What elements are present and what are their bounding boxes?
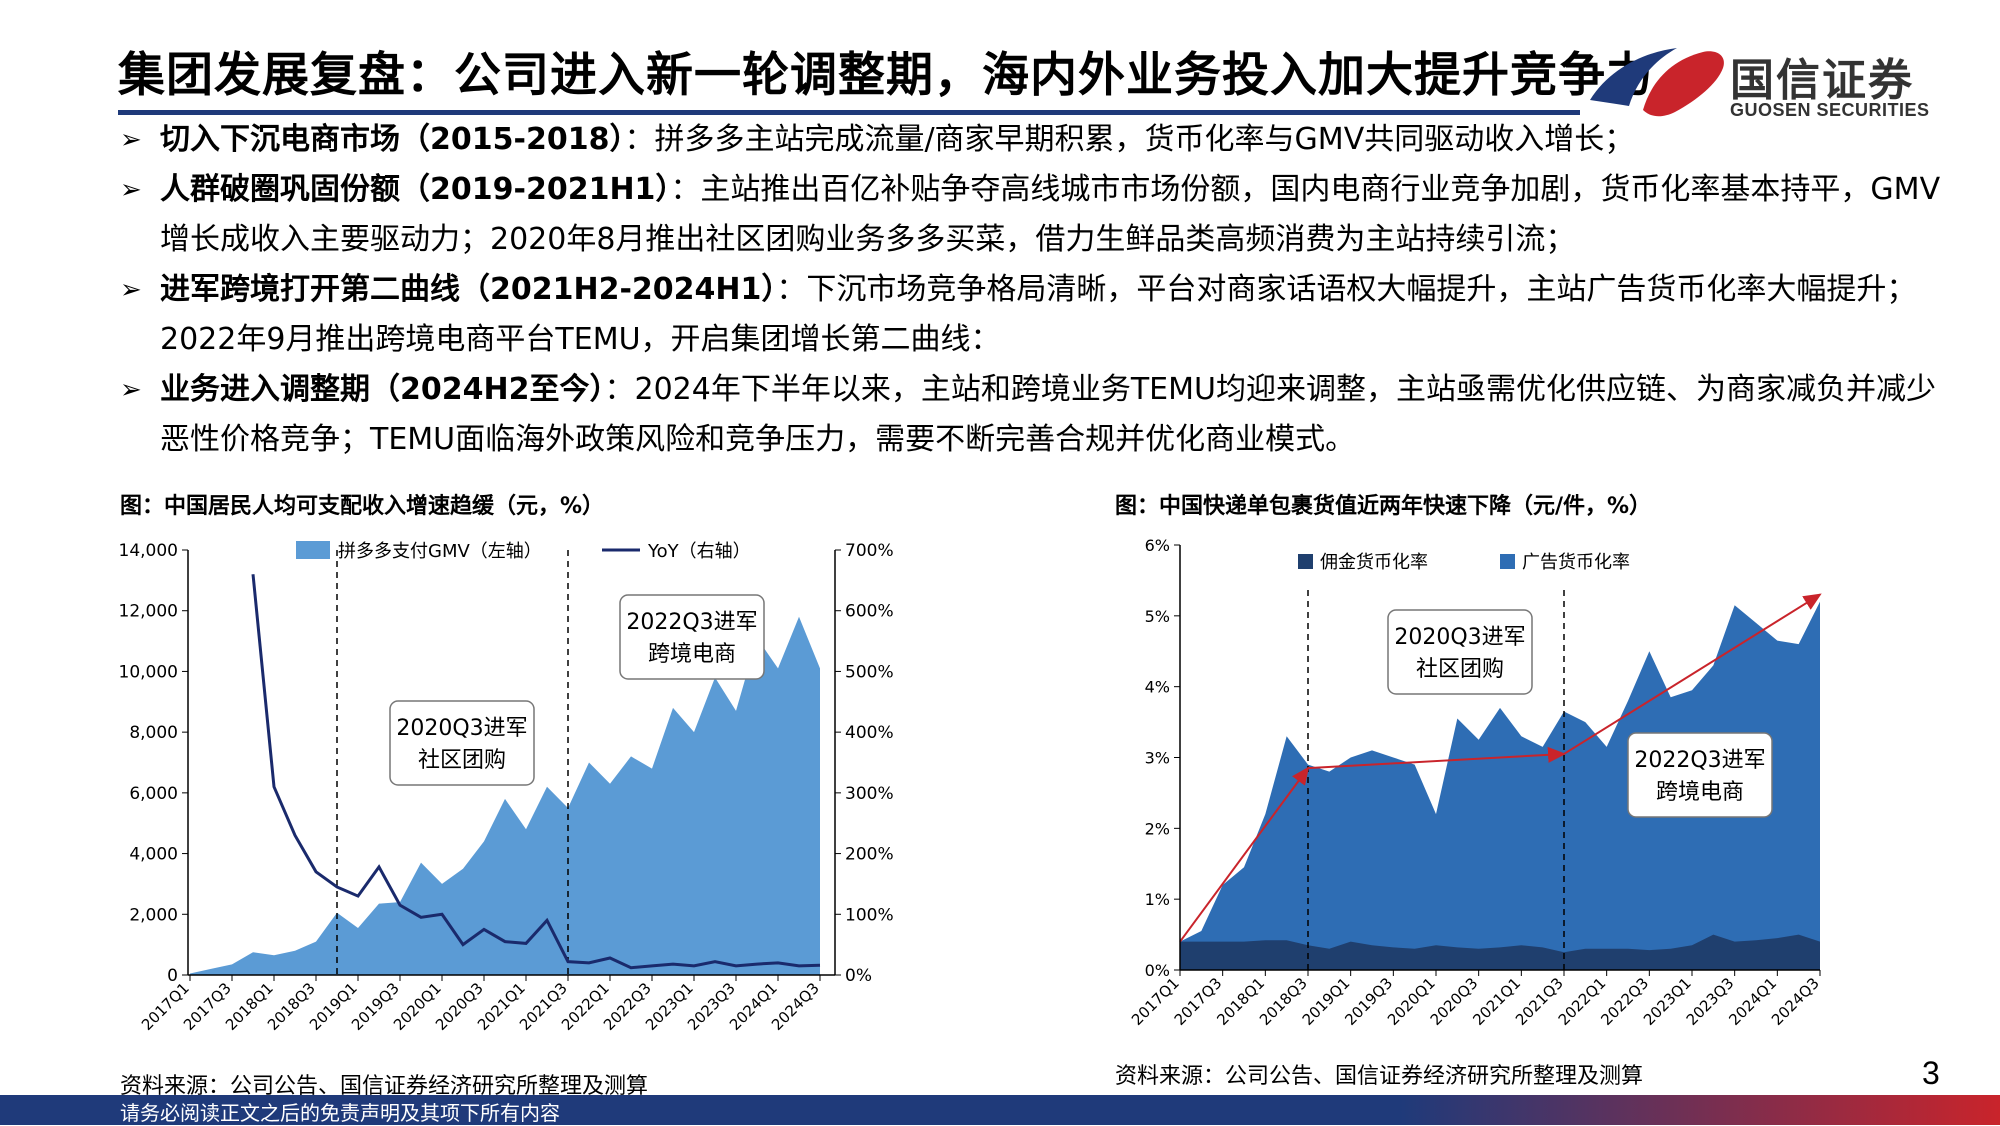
- left-tick-label: 0: [167, 966, 178, 986]
- left-tick-label: 14,000: [119, 541, 178, 561]
- annotation-community-box: [1387, 609, 1533, 695]
- right-tick-label: 0%: [845, 966, 872, 986]
- legend-commission-label: 佣金货币化率: [1320, 552, 1428, 573]
- left-chart-title: 图：中国居民人均可支配收入增速趋缓（元，%）: [120, 494, 605, 519]
- bullet-item: ➢ 人群破圈巩固份额（2019-2021H1）：主站推出百亿补贴争夺高线城市市场份…: [120, 165, 1950, 265]
- bullet-list: ➢ 切入下沉电商市场（2015-2018）：拼多多主站完成流量/商家早期积累，货币…: [120, 115, 1950, 465]
- guosen-logo: [1585, 38, 1985, 128]
- left-tick-label: 10,000: [119, 662, 178, 682]
- trend-arrow-1: [1307, 746, 1566, 770]
- left-tick-label: 6,000: [129, 784, 178, 804]
- right-tick-label: 100%: [845, 905, 894, 925]
- right-tick-label: 700%: [845, 541, 894, 561]
- footer-disclaimer: 请务必阅读正文之后的免责声明及其项下所有内容: [120, 1101, 560, 1125]
- arrow-bullet-icon: ➢: [120, 275, 142, 305]
- right-chart-source: 资料来源：公司公告、国信证券经济研究所整理及测算: [1115, 1064, 1644, 1089]
- left-tick-label: 12,000: [119, 602, 178, 622]
- annotation-community-line2: 社区团购: [418, 748, 506, 773]
- y-tick-label: 5%: [1145, 607, 1170, 626]
- bullet-heading: 切入下沉电商市场（2015-2018）: [160, 122, 625, 157]
- yoy-line: [251, 574, 821, 970]
- y-tick-label: 0%: [1145, 961, 1170, 980]
- legend-ad-swatch: [1500, 554, 1515, 569]
- right-tick-label: 600%: [845, 602, 894, 622]
- annotation-community-line1: 2020Q3进军: [396, 716, 527, 741]
- annotation-crossborder-line1: 2022Q3进军: [1634, 748, 1765, 773]
- page-title: 集团发展复盘：公司进入新一轮调整期，海内外业务投入加大提升竞争力: [118, 48, 1654, 103]
- legend-line-label: YoY（右轴）: [647, 541, 751, 562]
- footer-bar: 请务必阅读正文之后的免责声明及其项下所有内容: [0, 1095, 2000, 1125]
- y-tick-label: 6%: [1145, 536, 1170, 555]
- bullet-heading: 人群破圈巩固份额（2019-2021H1）: [160, 172, 671, 207]
- bullet-item: ➢ 切入下沉电商市场（2015-2018）：拼多多主站完成流量/商家早期积累，货币…: [120, 115, 1950, 165]
- legend-area-label: 拼多多支付GMV（左轴）: [338, 541, 542, 562]
- annotation-community-line2: 社区团购: [1416, 657, 1504, 682]
- annotation-community-box: [389, 700, 535, 786]
- left-tick-label: 4,000: [129, 845, 178, 865]
- annotation-crossborder-line2: 跨境电商: [648, 642, 736, 667]
- left-tick-label: 2,000: [129, 905, 178, 925]
- bullet-text: ：下沉市场竞争格局清晰，平台对商家话语权大幅提升，主站广告货币化率大幅提升；20…: [160, 272, 1917, 357]
- trend-arrow-0: [1179, 766, 1310, 943]
- page-number: 3: [1922, 1055, 1940, 1091]
- annotation-community-line1: 2020Q3进军: [1394, 625, 1525, 650]
- arrow-bullet-icon: ➢: [120, 175, 142, 205]
- right-tick-label: 500%: [845, 662, 894, 682]
- arrow-bullet-icon: ➢: [120, 125, 142, 155]
- annotation-crossborder-line1: 2022Q3进军: [626, 610, 757, 635]
- annotation-crossborder-line2: 跨境电商: [1656, 780, 1744, 805]
- bullet-text: ：主站推出百亿补贴争夺高线城市市场份额，国内电商行业竞争加剧，货币化率基本持平，…: [160, 172, 1941, 257]
- y-tick-label: 2%: [1145, 819, 1170, 838]
- legend-area-swatch: [296, 541, 330, 559]
- bullet-text: ：拼多多主站完成流量/商家早期积累，货币化率与GMV共同驱动收入增长；: [624, 122, 1635, 157]
- right-tick-label: 400%: [845, 723, 894, 743]
- bullet-heading: 业务进入调整期（2024H2至今）: [160, 372, 605, 407]
- left-chart: 0 2,000 4,000 6,000 8,000 10,000 12,000 14,000 0…: [119, 541, 894, 1034]
- logo-mark-icon: [1590, 48, 1724, 117]
- right-tick-label: 200%: [845, 845, 894, 865]
- gmv-area: [190, 616, 820, 975]
- logo-text-en: GUOSEN SECURITIES: [1730, 100, 1930, 120]
- y-tick-label: 1%: [1145, 890, 1170, 909]
- x-tick-label: 2024Q3: [1768, 974, 1823, 1029]
- right-chart: 0%1%2%3%4%5%6%2017Q12017Q32018Q12018Q320…: [1128, 536, 1823, 1029]
- legend-ad-label: 广告货币化率: [1522, 552, 1630, 573]
- right-chart-title: 图：中国快递单包裹货值近两年快速下降（元/件，%）: [1115, 494, 1652, 519]
- left-chart-source: 资料来源：公司公告、国信证券经济研究所整理及测算: [120, 1074, 649, 1099]
- y-tick-label: 3%: [1145, 749, 1170, 768]
- bullet-item: ➢ 进军跨境打开第二曲线（2021H2-2024H1）：下沉市场竞争格局清晰，平台…: [120, 265, 1950, 365]
- trend-arrow-2: [1563, 593, 1822, 755]
- arrow-bullet-icon: ➢: [120, 375, 142, 405]
- right-tick-label: 300%: [845, 784, 894, 804]
- bullet-item: ➢ 业务进入调整期（2024H2至今）：2024年下半年以来，主站和跨境业务TEM…: [120, 365, 1950, 465]
- title-divider: [118, 110, 1580, 115]
- annotation-crossborder-box: [619, 594, 765, 680]
- commission-rate-area: [1180, 934, 1820, 970]
- legend-commission-swatch: [1298, 554, 1313, 569]
- annotation-crossborder-box: [1627, 732, 1773, 818]
- logo-text-cn: 国信证券: [1730, 55, 1914, 106]
- y-tick-label: 4%: [1145, 678, 1170, 697]
- left-tick-label: 8,000: [129, 723, 178, 743]
- bullet-text: ：2024年下半年以来，主站和跨境业务TEMU均迎来调整，主站亟需优化供应链、为…: [160, 372, 1936, 457]
- bullet-heading: 进军跨境打开第二曲线（2021H2-2024H1）: [160, 272, 777, 307]
